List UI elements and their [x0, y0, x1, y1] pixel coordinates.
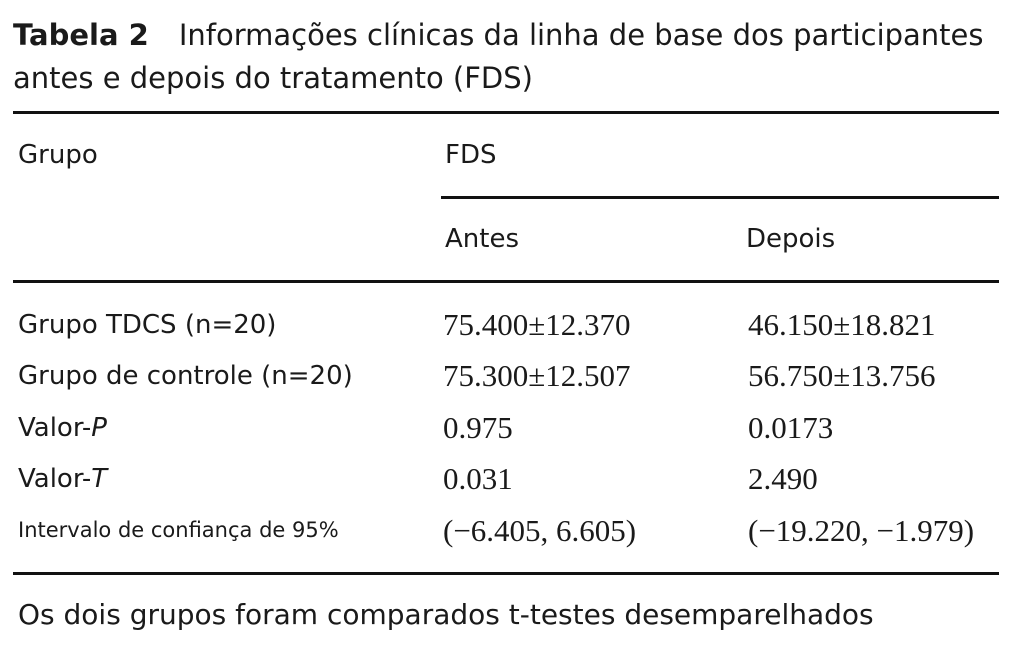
cell-ci-after: (−19.220, −1.979) — [748, 513, 975, 548]
cell-ci-before: (−6.405, 6.605) — [443, 513, 637, 548]
cell-tdcs-before: 75.400±12.370 — [443, 307, 631, 342]
header-after: Depois — [746, 224, 836, 254]
row-label-p-value: Valor-P — [18, 413, 107, 443]
caption-title-line1: Informações clínicas da linha de base do… — [178, 18, 984, 52]
row-label-ci: Intervalo de confiança de 95% — [18, 518, 339, 542]
row-label-t-value: Valor-T — [18, 464, 108, 494]
cell-control-after: 56.750±13.756 — [748, 358, 936, 393]
cell-p-after: 0.0173 — [748, 410, 834, 445]
cell-t-after: 2.490 — [748, 461, 818, 496]
header-before: Antes — [445, 224, 520, 254]
bottom-rule — [13, 572, 999, 575]
cell-t-before: 0.031 — [443, 461, 513, 496]
cell-p-before: 0.975 — [443, 410, 513, 445]
spanner-rule — [441, 196, 999, 199]
row-label-control: Grupo de controle (n=20) — [18, 361, 353, 391]
caption-title-line2: antes e depois do tratamento (FDS) — [13, 61, 533, 95]
table-footnote: Os dois grupos foram comparados t-testes… — [18, 598, 874, 631]
row-label-tdcs: Grupo TDCS (n=20) — [18, 310, 277, 340]
header-fds: FDS — [445, 140, 497, 170]
caption-label: Tabela 2 — [13, 18, 149, 52]
cell-control-before: 75.300±12.507 — [443, 358, 631, 393]
table-caption: Tabela 2 Informações clínicas da linha de… — [13, 14, 984, 100]
header-group: Grupo — [18, 140, 98, 170]
header-rule — [13, 280, 999, 283]
cell-tdcs-after: 46.150±18.821 — [748, 307, 936, 342]
top-rule — [13, 111, 999, 114]
